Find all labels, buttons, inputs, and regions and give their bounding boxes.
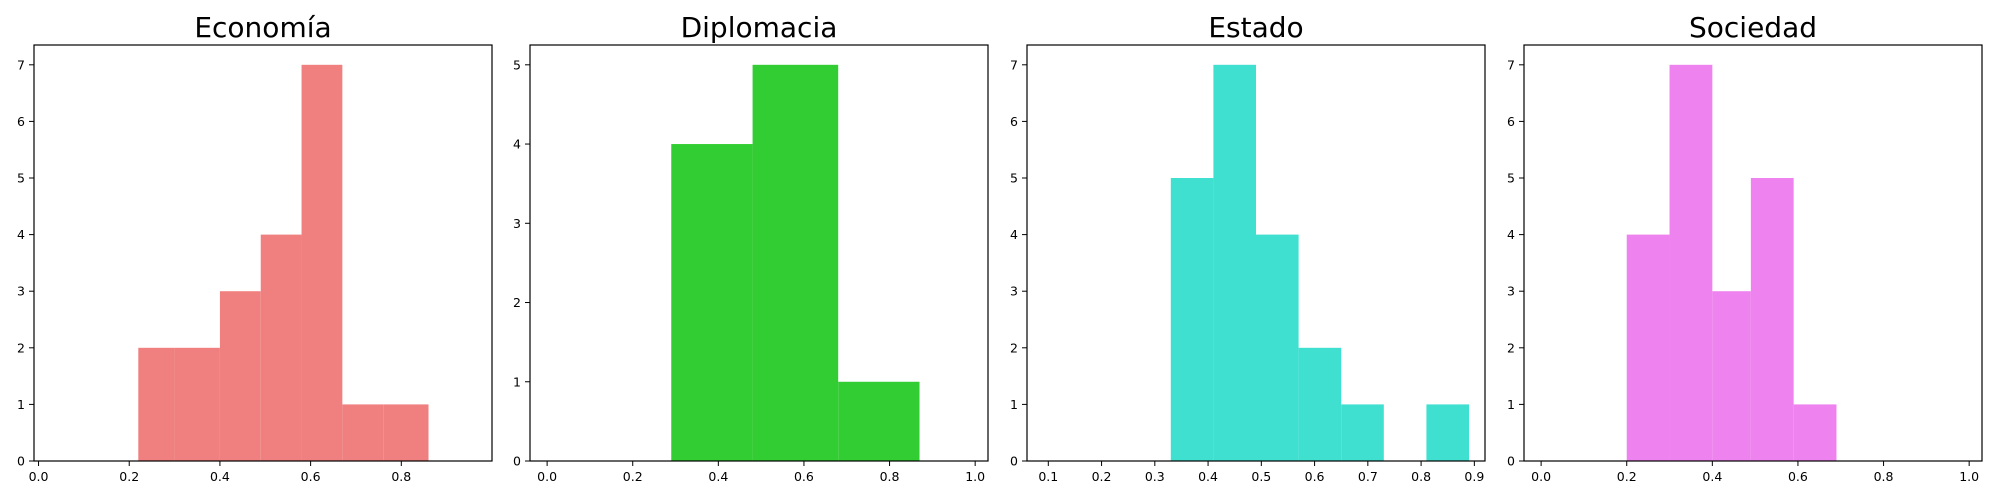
y-tick-label: 7 — [1507, 57, 1515, 72]
histogram-bar — [1426, 404, 1470, 461]
y-tick-label: 2 — [513, 295, 521, 310]
y-tick-label: 7 — [17, 57, 25, 72]
plot-frame — [529, 44, 989, 462]
y-tick-label: 1 — [513, 374, 521, 389]
histogram-panel-3: Estado 0.1 0.2 0.3 0.4 0.5 0.6 0.7 0.8 0.9 0 1 2 3 4 5 6… — [1010, 11, 1486, 484]
y-tick-label: 0 — [17, 454, 25, 469]
y-tick-label: 5 — [513, 57, 521, 72]
x-tick-label: 0.6 — [794, 469, 814, 484]
histogram-bar — [1298, 347, 1342, 461]
histogram-bar — [1750, 178, 1794, 461]
histogram-panel-4: Sociedad 0.0 0.2 0.4 0.6 0.8 1.0 0 1 2 3 4 5 6 7 — [1507, 11, 1983, 484]
histogram-bar — [342, 404, 384, 461]
histogram-panel-2: Diplomacia 0.0 0.2 0.4 0.6 0.8 1.0 0 1 2 3 4 5 — [513, 11, 989, 484]
y-tick-label: 6 — [1010, 114, 1018, 129]
x-tick-label: 0.0 — [1531, 469, 1551, 484]
y-tick-label: 3 — [1507, 284, 1515, 299]
histogram-bar — [1712, 291, 1751, 461]
histogram-bar — [671, 144, 753, 462]
chart-title: Economía — [194, 11, 331, 44]
y-tick-label: 5 — [17, 171, 25, 186]
x-tick-label: 0.8 — [880, 469, 900, 484]
y-tick-label: 1 — [1507, 397, 1515, 412]
plot-frame — [33, 44, 493, 462]
histogram-bar — [219, 291, 261, 461]
x-tick-label: 0.3 — [1145, 469, 1165, 484]
y-tick-label: 5 — [1010, 171, 1018, 186]
x-tick-label: 0.4 — [1198, 469, 1218, 484]
chart-title: Sociedad — [1689, 11, 1817, 44]
y-tick-label: 3 — [1010, 284, 1018, 299]
x-tick-label: 0.6 — [1788, 469, 1808, 484]
x-tick-label: 0.0 — [537, 469, 557, 484]
histogram-bar — [301, 64, 343, 462]
y-tick-label: 1 — [1010, 397, 1018, 412]
x-tick-label: 0.6 — [1305, 469, 1325, 484]
x-tick-label: 0.6 — [301, 469, 321, 484]
y-tick-label: 0 — [513, 454, 521, 469]
x-tick-label: 0.8 — [1874, 469, 1894, 484]
histogram-bar — [1213, 64, 1256, 462]
plot-frame — [1523, 44, 1983, 462]
x-tick-label: 1.0 — [965, 469, 985, 484]
plot-frame — [1026, 44, 1486, 462]
y-tick-label: 2 — [17, 340, 25, 355]
histogram-bar — [838, 381, 920, 461]
x-tick-label: 0.1 — [1038, 469, 1058, 484]
histogram-bar — [1256, 234, 1299, 461]
y-tick-label: 4 — [17, 227, 25, 242]
histogram-bar — [383, 404, 429, 461]
y-tick-label: 2 — [1507, 340, 1515, 355]
y-tick-label: 4 — [1010, 227, 1018, 242]
y-tick-label: 5 — [1507, 171, 1515, 186]
histogram-panel-1: Economía 0.0 0.2 0.4 0.6 0.8 0 1 2 3 4 5 6 7 — [17, 11, 493, 484]
y-tick-label: 7 — [1010, 57, 1018, 72]
x-tick-label: 0.7 — [1358, 469, 1378, 484]
histogram-bar — [1170, 178, 1214, 461]
x-tick-label: 0.5 — [1251, 469, 1271, 484]
histogram-bar — [174, 347, 220, 461]
x-tick-label: 0.2 — [623, 469, 643, 484]
x-tick-label: 0.2 — [119, 469, 139, 484]
y-tick-label: 6 — [17, 114, 25, 129]
x-tick-label: 0.0 — [29, 469, 49, 484]
x-tick-label: 0.4 — [708, 469, 728, 484]
x-tick-label: 0.4 — [210, 469, 230, 484]
x-tick-label: 1.0 — [1959, 469, 1979, 484]
y-tick-label: 0 — [1507, 454, 1515, 469]
x-tick-label: 0.9 — [1464, 469, 1484, 484]
histogram-bar — [1669, 64, 1713, 462]
x-tick-label: 0.8 — [1411, 469, 1431, 484]
chart-title: Diplomacia — [681, 11, 838, 44]
chart-title: Estado — [1208, 11, 1303, 44]
y-tick-label: 4 — [1507, 227, 1515, 242]
y-tick-label: 2 — [1010, 340, 1018, 355]
x-tick-label: 0.4 — [1702, 469, 1722, 484]
y-tick-label: 0 — [1010, 454, 1018, 469]
histogram-bar — [1626, 234, 1670, 461]
y-tick-label: 3 — [513, 216, 521, 231]
histogram-bar — [752, 64, 839, 462]
y-tick-label: 3 — [17, 284, 25, 299]
y-tick-label: 4 — [513, 137, 521, 152]
x-tick-label: 0.2 — [1617, 469, 1637, 484]
histogram-bar — [138, 347, 175, 461]
y-tick-label: 1 — [17, 397, 25, 412]
x-tick-label: 0.2 — [1092, 469, 1112, 484]
histogram-bar — [1793, 404, 1837, 461]
histogram-bar — [260, 234, 302, 461]
histogram-bar — [1341, 404, 1384, 461]
y-tick-label: 6 — [1507, 114, 1515, 129]
x-tick-label: 0.8 — [391, 469, 411, 484]
